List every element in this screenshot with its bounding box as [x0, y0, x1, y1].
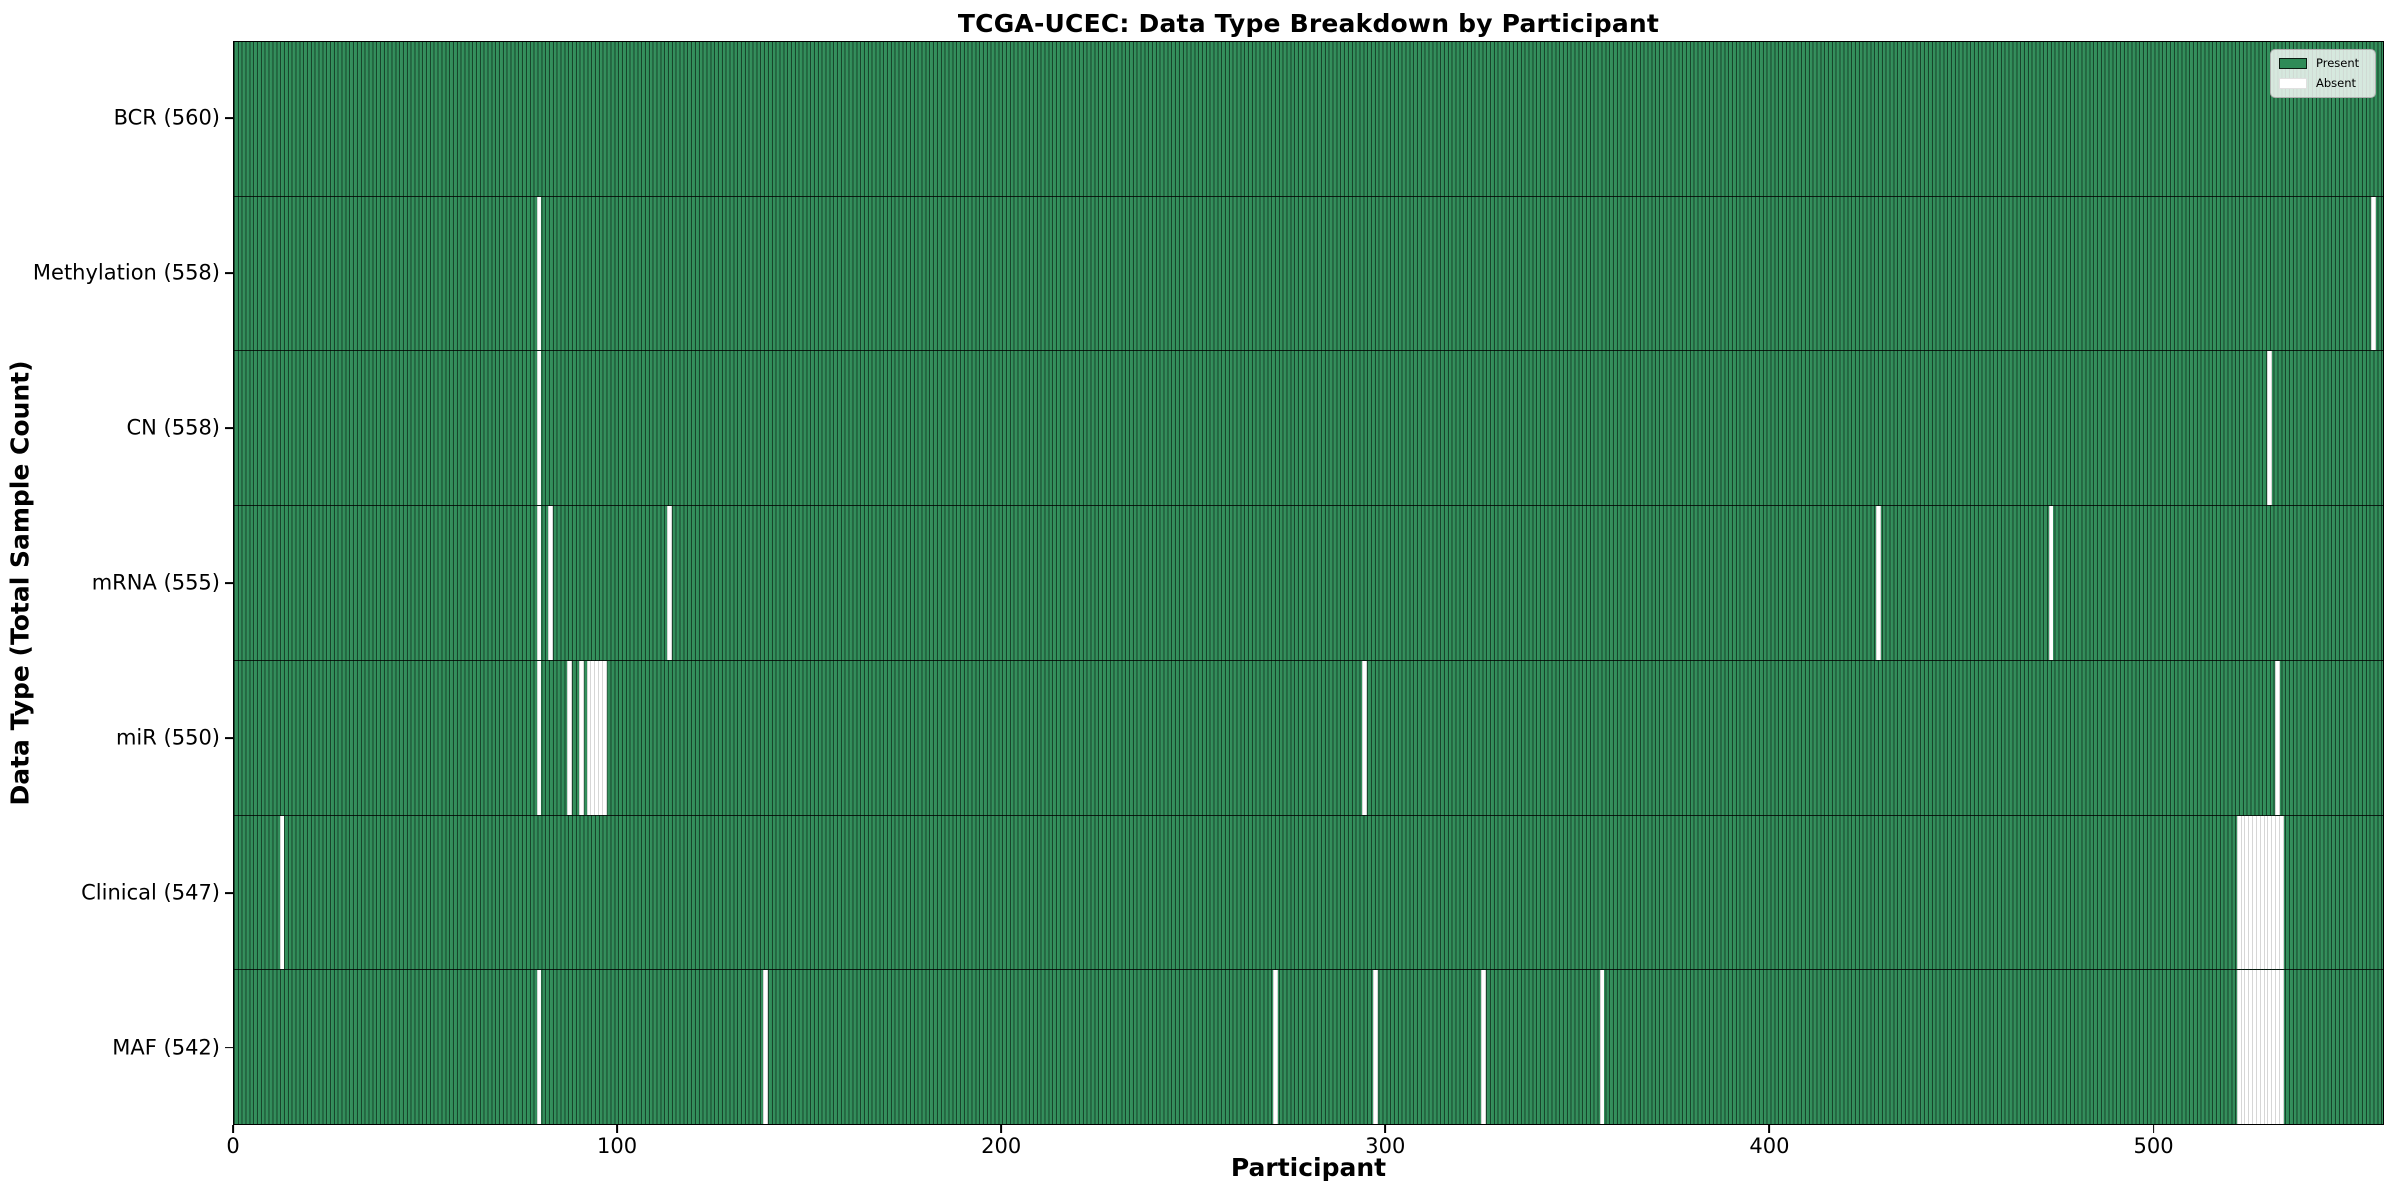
absent-mark — [2275, 660, 2280, 815]
absent-mark — [536, 506, 542, 660]
absent-mark — [2275, 815, 2280, 970]
absent-mark — [2267, 815, 2273, 970]
absent-mark — [2259, 970, 2265, 1125]
absent-mark — [2236, 815, 2242, 970]
datatype-row-methylation — [234, 196, 2383, 352]
x-tick-mark — [1768, 1125, 1771, 1133]
absent-mark — [2244, 815, 2250, 970]
absent-mark — [2255, 815, 2261, 970]
absent-mark — [2370, 196, 2376, 351]
datatype-row-mir — [234, 660, 2383, 816]
absent-mark — [2255, 970, 2261, 1125]
y-tick-label: mRNA (555) — [91, 570, 220, 595]
absent-mark — [2252, 970, 2257, 1125]
absent-mark — [2263, 815, 2269, 970]
chart-title: TCGA-UCEC: Data Type Breakdown by Partic… — [957, 9, 1660, 38]
absent-mark — [2267, 970, 2273, 1125]
y-tick-label: miR (550) — [115, 725, 220, 750]
x-axis-label: Participant — [1230, 1153, 1387, 1182]
legend-entry-present: Present — [2279, 56, 2367, 70]
y-tick-label: MAF (542) — [112, 1035, 220, 1060]
x-tick-label: 0 — [226, 1134, 240, 1158]
absent-mark — [2275, 970, 2280, 1125]
absent-mark — [536, 970, 542, 1125]
datatype-row-maf — [234, 970, 2383, 1125]
y-tick-label: Methylation (558) — [32, 260, 220, 285]
legend-absent-label: Absent — [2316, 75, 2357, 90]
y-tick-mark — [225, 272, 233, 275]
y-tick-label: BCR (560) — [113, 105, 220, 130]
absent-mark — [1361, 660, 1367, 815]
absent-mark — [2248, 815, 2254, 970]
absent-mark — [763, 970, 768, 1125]
absent-mark — [2252, 815, 2257, 970]
plot-area: Present Absent — [233, 41, 2384, 1125]
x-tick-label: 300 — [1365, 1134, 1406, 1158]
absent-mark — [2278, 970, 2284, 1125]
datatype-row-bcr — [234, 42, 2383, 197]
x-tick-mark — [2152, 1125, 2155, 1133]
absent-mark — [536, 196, 542, 351]
x-tick-mark — [232, 1125, 234, 1133]
datatype-row-clinical — [234, 815, 2383, 971]
absent-mark — [2271, 970, 2277, 1125]
absent-mark — [536, 660, 542, 815]
presence-matrix — [234, 42, 2383, 1125]
absent-mark — [1480, 970, 1486, 1125]
absent-mark — [2259, 815, 2265, 970]
y-tick-mark — [225, 736, 233, 739]
absent-mark — [279, 815, 285, 970]
absent-mark — [536, 351, 542, 506]
absent-mark — [601, 660, 607, 815]
absent-mark — [2263, 970, 2269, 1125]
absent-mark — [590, 660, 596, 815]
absent-mark — [667, 506, 672, 660]
absent-mark — [1373, 970, 1379, 1125]
absent-mark — [2048, 506, 2054, 660]
absent-mark — [1875, 506, 1881, 660]
absent-mark — [2271, 815, 2277, 970]
y-tick-mark — [225, 582, 233, 584]
absent-mark — [1273, 970, 1279, 1125]
x-tick-label: 100 — [597, 1134, 638, 1158]
x-tick-label: 200 — [981, 1134, 1022, 1158]
legend: Present Absent — [2270, 49, 2376, 98]
absent-mark — [2248, 970, 2254, 1125]
y-tick-mark — [225, 117, 233, 120]
absent-mark — [1599, 970, 1605, 1125]
legend-entry-absent: Absent — [2279, 75, 2367, 90]
absent-mark — [2240, 970, 2246, 1125]
present-swatch-icon — [2279, 58, 2307, 70]
y-tick-mark — [225, 427, 233, 430]
absent-mark — [2244, 970, 2250, 1125]
x-tick-label: 500 — [2133, 1134, 2174, 1158]
datatype-row-cn — [234, 351, 2383, 507]
x-tick-mark — [1384, 1125, 1387, 1133]
x-tick-mark — [616, 1125, 618, 1133]
absent-mark — [2267, 351, 2273, 506]
legend-present-label: Present — [2316, 56, 2360, 70]
absent-mark — [2236, 970, 2242, 1125]
y-tick-label: Clinical (547) — [81, 880, 220, 905]
absent-mark — [548, 506, 553, 660]
y-tick-mark — [225, 891, 233, 894]
x-tick-label: 400 — [1749, 1134, 1790, 1158]
absent-swatch-icon — [2279, 77, 2307, 89]
absent-mark — [2278, 815, 2284, 970]
absent-mark — [586, 660, 592, 815]
y-tick-label: CN (558) — [126, 415, 220, 440]
absent-mark — [578, 660, 584, 815]
datatype-row-mrna — [234, 506, 2383, 661]
absent-mark — [598, 660, 603, 815]
absent-mark — [594, 660, 600, 815]
absent-mark — [567, 660, 573, 815]
x-tick-mark — [1000, 1125, 1003, 1133]
y-tick-mark — [225, 1046, 233, 1049]
absent-mark — [2240, 815, 2246, 970]
